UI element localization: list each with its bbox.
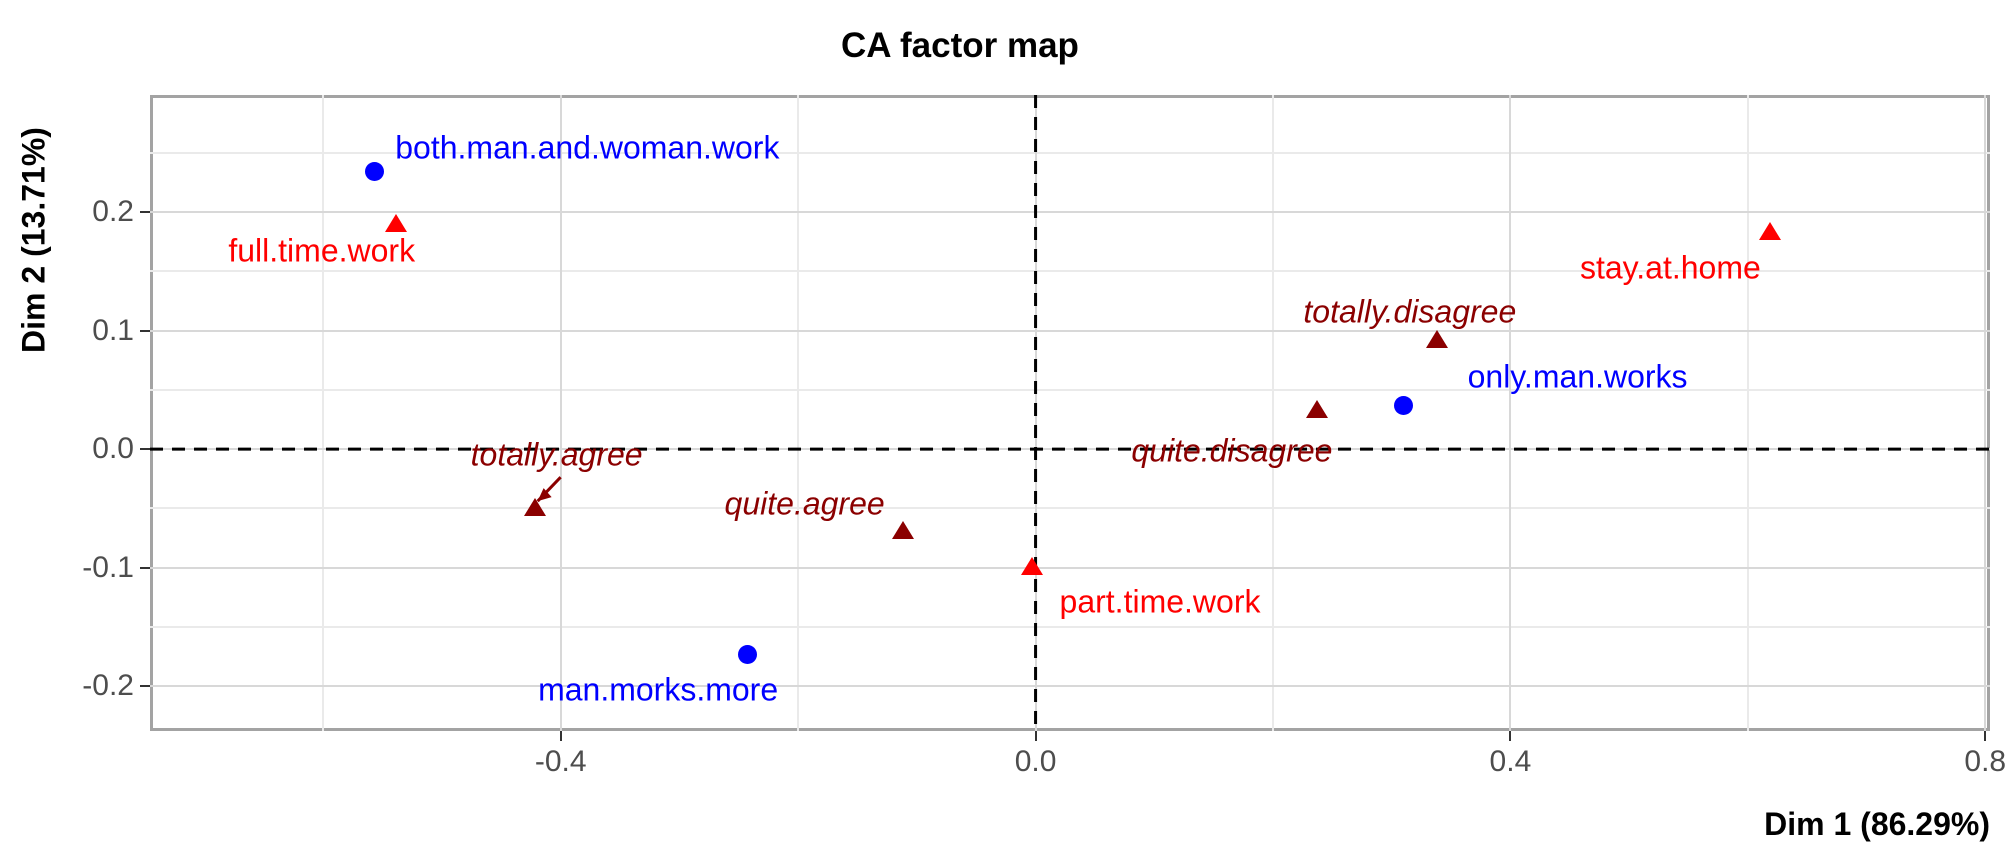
point-label: totally.agree	[470, 436, 643, 473]
x-tick-label: 0.0	[1014, 745, 1057, 778]
gridline-y-major	[150, 684, 1990, 687]
point-marker-triangle	[384, 213, 407, 232]
gridline-y-minor	[150, 625, 1990, 628]
label-arrowhead	[537, 488, 552, 502]
y-tick-mark	[140, 211, 150, 214]
point-label: quite.agree	[724, 485, 885, 522]
x-tick-mark	[1034, 731, 1037, 741]
y-tick-label: 0.1	[92, 313, 134, 347]
gridline-y-major	[150, 566, 1990, 569]
y-tick-label: -0.2	[82, 668, 134, 702]
y-tick-mark	[140, 566, 150, 569]
point-label: quite.disagree	[1131, 432, 1333, 469]
reference-lines-layer	[150, 95, 1990, 731]
gridline-y-minor	[150, 152, 1990, 155]
gridline-y-major	[150, 329, 1990, 332]
x-tick-mark	[1984, 731, 1987, 741]
point-marker-triangle	[523, 498, 546, 517]
x-tick-mark	[1509, 731, 1512, 741]
gridline-x-major	[1509, 95, 1512, 731]
gridline-y-minor	[150, 270, 1990, 273]
y-axis-title: Dim 2 (13.71%)	[15, 127, 52, 353]
point-label: both.man.and.woman.work	[395, 129, 780, 166]
gridline-x-major	[559, 95, 562, 731]
point-marker-triangle	[1021, 557, 1043, 576]
point-label: totally.disagree	[1303, 293, 1517, 330]
gridline-x-major	[1984, 95, 1987, 731]
gridline-y-minor	[150, 507, 1990, 510]
x-tick-label: 0.4	[1489, 745, 1532, 778]
gridline-x-minor	[322, 95, 325, 731]
plot-panel: both.man.and.woman.work man.morks.more onl…	[150, 95, 1990, 731]
chart-title: CA factor map	[841, 26, 1079, 65]
point-marker-circle	[364, 162, 384, 182]
x-tick-label: 0.8	[1964, 745, 2007, 778]
y-tick-mark	[140, 448, 150, 451]
plot-area: both.man.and.woman.work man.morks.more onl…	[150, 95, 1990, 731]
point-marker-triangle	[891, 520, 914, 539]
x-tick-mark	[559, 731, 562, 741]
gridline-x-minor	[1746, 95, 1749, 731]
y-tick-mark	[140, 684, 150, 687]
point-marker-triangle	[1759, 222, 1782, 241]
point-marker-circle	[737, 644, 757, 664]
point-label: stay.at.home	[1579, 249, 1761, 286]
point-label: only.man.works	[1467, 358, 1688, 395]
x-tick-label: -0.4	[534, 745, 587, 778]
y-tick-label: 0.2	[92, 195, 134, 229]
gridline-x-minor	[1271, 95, 1274, 731]
y-tick-mark	[140, 329, 150, 332]
y-tick-label: 0.0	[92, 432, 134, 466]
point-marker-triangle	[1305, 399, 1328, 418]
point-label: man.morks.more	[538, 671, 779, 708]
x-axis-title: Dim 1 (86.29%)	[1764, 806, 1990, 842]
point-label: part.time.work	[1059, 583, 1261, 620]
point-marker-triangle	[1425, 329, 1448, 348]
point-label: full.time.work	[228, 232, 416, 269]
y-tick-label: -0.1	[82, 550, 134, 584]
gridline-y-minor	[150, 388, 1990, 391]
gridline-x-minor	[797, 95, 800, 731]
gridline-y-major	[150, 448, 1990, 451]
gridline-y-major	[150, 211, 1990, 214]
point-marker-circle	[1394, 395, 1414, 415]
